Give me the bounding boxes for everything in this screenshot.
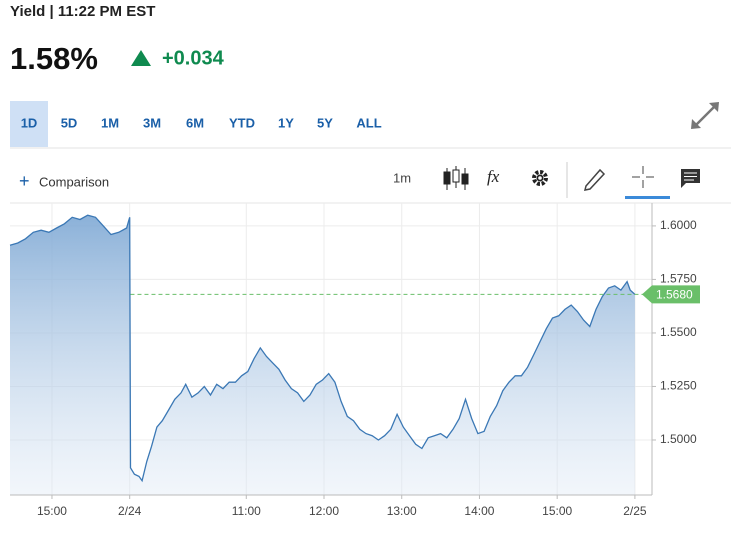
interval-button[interactable]: 1m xyxy=(393,170,411,185)
x-tick-label: 15:00 xyxy=(542,504,572,518)
range-tab[interactable]: ALL xyxy=(356,115,381,130)
y-tick-label: 1.5000 xyxy=(660,432,697,446)
y-tick-label: 1.5250 xyxy=(660,379,697,393)
x-tick-label: 2/25 xyxy=(623,504,647,518)
range-tab[interactable]: 5D xyxy=(61,115,78,130)
price-tag xyxy=(642,285,700,304)
x-tick-label: 12:00 xyxy=(309,504,339,518)
range-tab[interactable]: 1D xyxy=(21,115,38,130)
up-arrow xyxy=(131,50,151,66)
active-tool-underline xyxy=(625,196,670,199)
x-tick-label: 13:00 xyxy=(387,504,417,518)
range-tab[interactable]: 1M xyxy=(101,115,119,130)
line xyxy=(9,214,636,483)
x-tick-label: 2/24 xyxy=(118,504,142,518)
y-tick-label: 1.6000 xyxy=(660,218,697,232)
y-tick-label: 1.5750 xyxy=(660,272,697,286)
notes-icon[interactable] xyxy=(681,169,700,188)
x-tick-label: 14:00 xyxy=(464,504,494,518)
range-tab[interactable]: 5Y xyxy=(317,115,333,130)
price-change: +0.034 xyxy=(162,47,225,69)
area xyxy=(10,215,635,495)
indicator-button[interactable]: fx xyxy=(487,167,500,186)
comparison-button[interactable]: Comparison xyxy=(39,174,109,189)
settings-icon[interactable] xyxy=(532,170,548,186)
expand-icon[interactable] xyxy=(691,102,719,129)
header-title: Yield | 11:22 PM EST xyxy=(10,3,155,20)
range-tab[interactable]: 6M xyxy=(186,115,204,130)
y-tick-label: 1.5500 xyxy=(660,325,697,339)
price: 1.58% xyxy=(10,41,98,76)
range-tab[interactable]: 3M xyxy=(143,115,161,130)
draw-icon[interactable] xyxy=(583,168,606,191)
price-tag-label: 1.5680 xyxy=(656,288,693,302)
crosshair-icon[interactable] xyxy=(632,166,654,188)
candles-icon[interactable] xyxy=(443,166,469,190)
x-tick-label: 11:00 xyxy=(232,504,261,518)
active-tab-bg xyxy=(10,101,48,147)
range-tab[interactable]: YTD xyxy=(229,115,255,130)
x-tick-label: 15:00 xyxy=(37,504,67,518)
range-tab[interactable]: 1Y xyxy=(278,115,294,130)
plus-icon: + xyxy=(19,171,30,191)
